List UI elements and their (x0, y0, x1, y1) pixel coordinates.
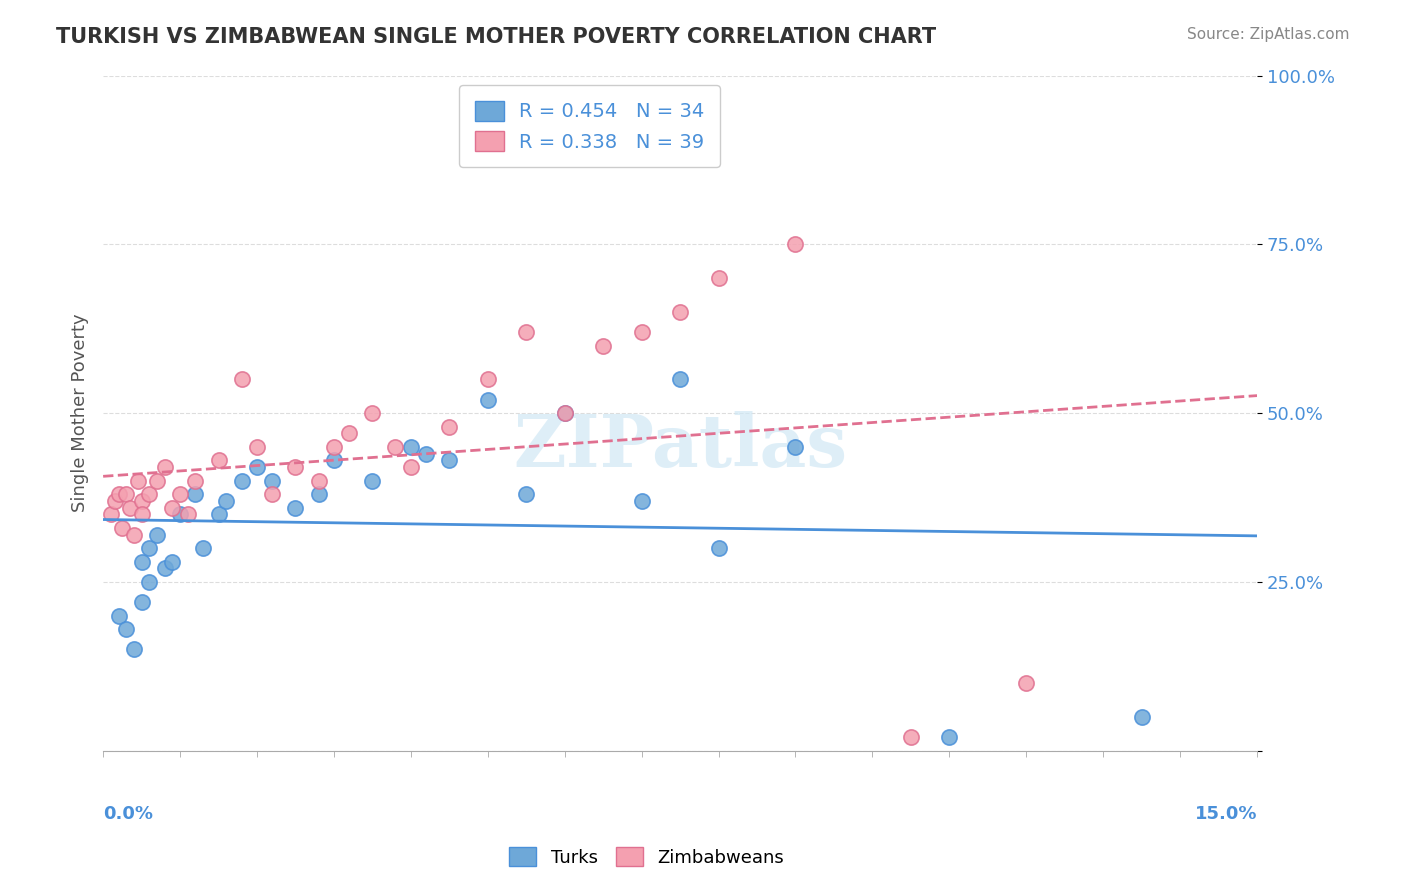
Point (115, 487, 138, 501)
Point (1130, 710, 1153, 724)
Point (115, 622, 138, 636)
Point (938, 730, 960, 744)
Point (515, 487, 537, 501)
Point (138, 487, 160, 501)
Point (131, 508, 153, 522)
Point (153, 561, 176, 575)
Point (153, 460, 176, 475)
Point (131, 493, 153, 508)
Point (138, 574, 160, 589)
Point (231, 474, 253, 488)
Point (104, 493, 127, 508)
Point (131, 555, 153, 569)
Point (399, 440, 422, 454)
Point (262, 487, 284, 501)
Point (246, 460, 269, 475)
Point (111, 521, 134, 535)
Point (246, 440, 269, 454)
Point (107, 487, 129, 501)
Point (630, 325, 652, 339)
Point (191, 541, 214, 555)
Point (231, 372, 253, 386)
Text: ZIPatlas: ZIPatlas (513, 411, 848, 483)
Point (146, 527, 169, 541)
Point (169, 508, 191, 522)
Point (707, 271, 730, 285)
Point (207, 508, 229, 522)
Text: Source: ZipAtlas.com: Source: ZipAtlas.com (1187, 27, 1350, 42)
Point (100, 508, 122, 522)
Point (284, 460, 307, 475)
Point (127, 474, 149, 488)
Legend: Turks, Zimbabweans: Turks, Zimbabweans (502, 840, 792, 874)
Point (630, 493, 652, 508)
Point (122, 642, 145, 657)
Point (107, 608, 129, 623)
Point (439, 453, 461, 467)
Point (361, 406, 384, 420)
Point (399, 460, 422, 475)
Point (169, 487, 191, 501)
Point (284, 500, 307, 515)
Point (177, 508, 200, 522)
Point (785, 237, 807, 252)
Point (669, 305, 692, 319)
Point (262, 474, 284, 488)
Point (707, 541, 730, 555)
Text: 0.0%: 0.0% (103, 805, 153, 822)
Text: 15.0%: 15.0% (1195, 805, 1257, 822)
Point (669, 372, 692, 386)
Point (215, 493, 238, 508)
Point (118, 500, 141, 515)
Legend: R = 0.454   N = 34, R = 0.338   N = 39: R = 0.454 N = 34, R = 0.338 N = 39 (458, 86, 720, 167)
Point (207, 453, 229, 467)
Point (384, 440, 406, 454)
Point (308, 474, 330, 488)
Point (785, 440, 807, 454)
Point (162, 555, 184, 569)
Point (122, 527, 145, 541)
Point (439, 419, 461, 434)
Point (322, 440, 344, 454)
Point (554, 406, 576, 420)
Point (415, 446, 437, 460)
Point (337, 426, 360, 441)
Point (308, 487, 330, 501)
Point (146, 474, 169, 488)
Point (592, 338, 614, 352)
Point (515, 325, 537, 339)
Point (361, 474, 384, 488)
Point (554, 406, 576, 420)
Point (900, 730, 922, 744)
Text: TURKISH VS ZIMBABWEAN SINGLE MOTHER POVERTY CORRELATION CHART: TURKISH VS ZIMBABWEAN SINGLE MOTHER POVE… (56, 27, 936, 46)
Point (184, 474, 207, 488)
Point (131, 595, 153, 609)
Point (184, 487, 207, 501)
Y-axis label: Single Mother Poverty: Single Mother Poverty (72, 314, 89, 512)
Point (477, 392, 499, 407)
Point (477, 372, 499, 386)
Point (162, 500, 184, 515)
Point (322, 453, 344, 467)
Point (138, 541, 160, 555)
Point (1015, 676, 1038, 690)
